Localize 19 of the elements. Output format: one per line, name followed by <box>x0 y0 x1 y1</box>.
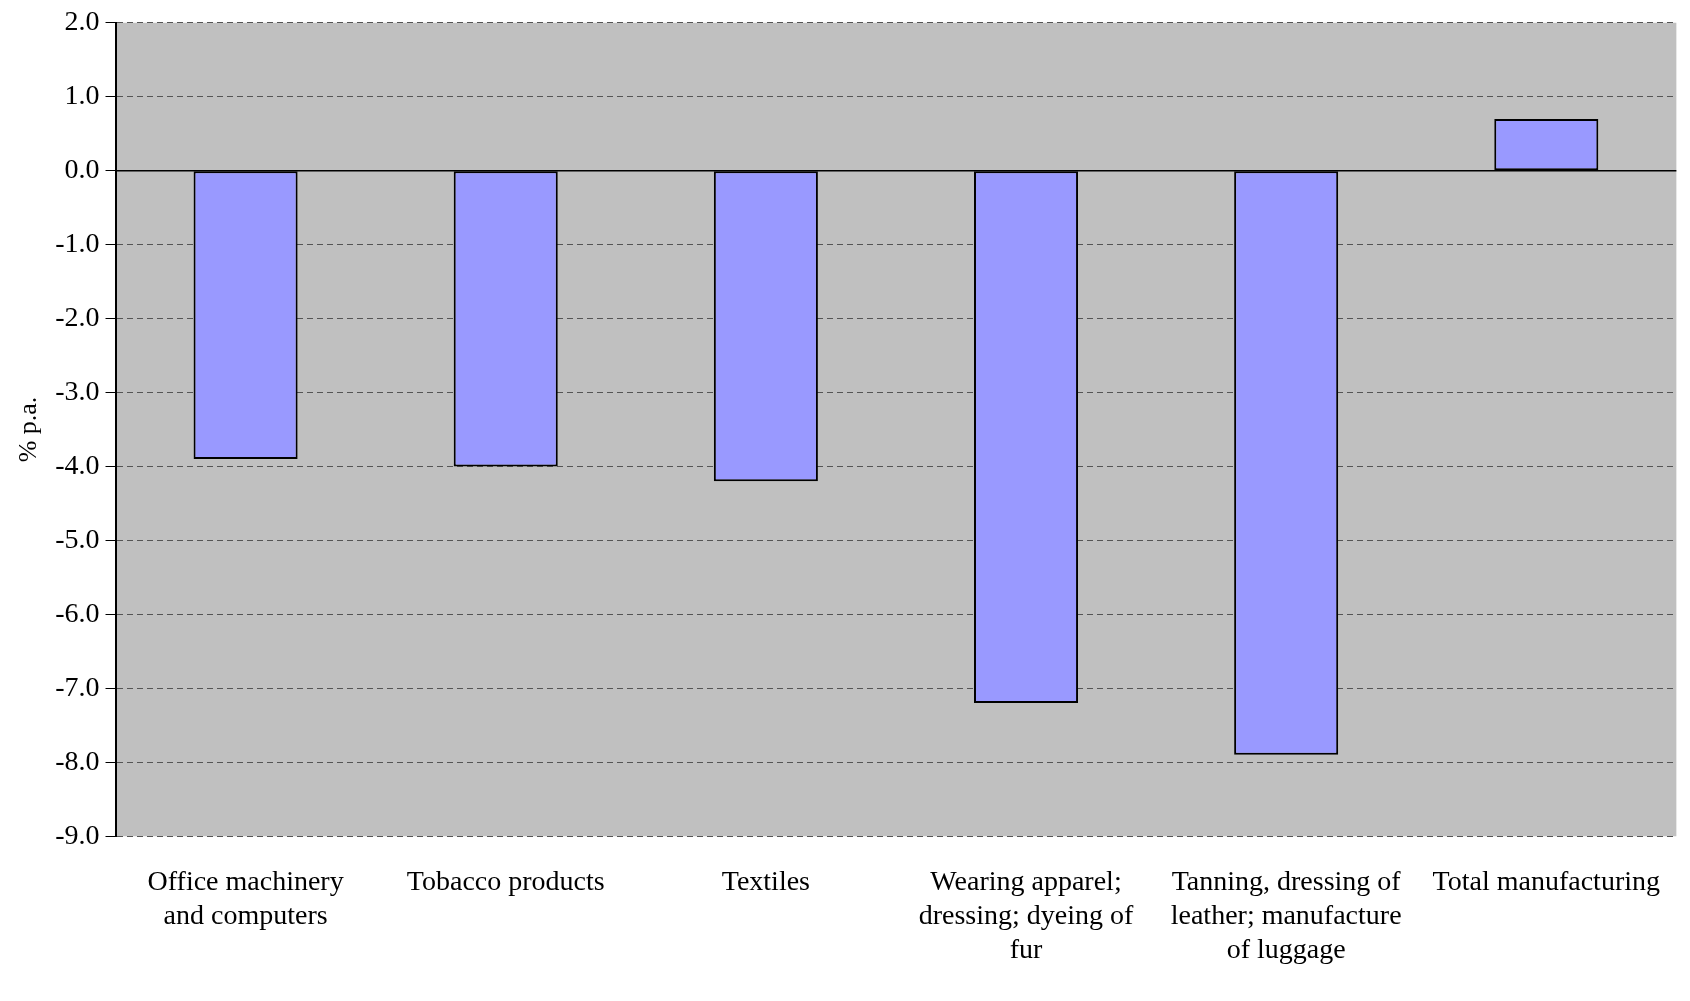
x-tick-label: Wearing apparel; dressing; dyeing of fur <box>918 865 1135 964</box>
y-tick-label: -4.0 <box>55 448 100 480</box>
y-tick-label: -5.0 <box>55 522 100 554</box>
y-tick-label: 0.0 <box>64 153 100 185</box>
y-tick-label: -2.0 <box>55 300 100 332</box>
y-tick-label: -9.0 <box>55 818 100 850</box>
y-axis-title: % p.a. <box>13 396 43 463</box>
x-tick-label: Office machinery and computers <box>147 865 344 930</box>
y-tick-label: 2.0 <box>64 5 100 37</box>
y-tick-label: -8.0 <box>55 744 100 776</box>
x-tick-label: Tanning, dressing of leather; manufacture of luggage <box>1170 865 1402 964</box>
y-tick-label: -1.0 <box>55 227 100 258</box>
y-tick-label: -3.0 <box>55 374 100 406</box>
x-tick-label: Textiles <box>721 865 810 897</box>
y-tick-label: 1.0 <box>64 79 100 111</box>
x-tick-label: Total manufacturing <box>1432 865 1660 897</box>
x-tick-label: Tobacco products <box>406 865 605 897</box>
y-tick-label: -6.0 <box>55 596 100 628</box>
y-tick-label: -7.0 <box>55 670 100 702</box>
